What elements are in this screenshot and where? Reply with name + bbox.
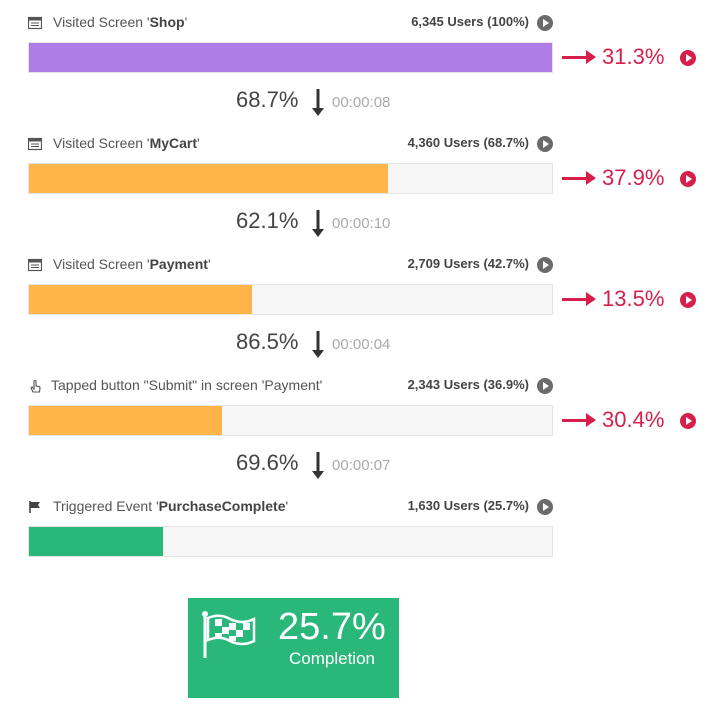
conversion-step: 86.5% 00:00:04	[236, 329, 436, 361]
step-users-count: 4,360 Users (68.7%)	[407, 135, 529, 150]
play-icon[interactable]	[537, 499, 553, 515]
funnel-bar-fill	[29, 527, 164, 556]
completion-rate: 25.7%	[278, 606, 386, 648]
completion-label: Completion	[289, 649, 375, 668]
step-header: Visited Screen 'MyCart' 4,360 Users (68.…	[28, 134, 553, 154]
dropoff-indicator: 37.9%	[562, 164, 722, 194]
checkered-flag-icon	[202, 611, 256, 658]
screen-icon	[28, 137, 42, 151]
funnel-bar[interactable]	[28, 284, 553, 315]
play-icon[interactable]	[680, 171, 696, 187]
conversion-rate: 69.6%	[236, 450, 299, 475]
conversion-step: 62.1% 00:00:10	[236, 208, 436, 240]
screen-icon	[28, 258, 42, 272]
dropoff-indicator: 31.3%	[562, 43, 722, 73]
conversion-step: 68.7% 00:00:08	[236, 87, 436, 119]
step-users-count: 2,709 Users (42.7%)	[407, 256, 529, 271]
dropoff-value[interactable]: 13.5%	[602, 286, 665, 311]
play-icon[interactable]	[537, 136, 553, 152]
funnel-bar[interactable]	[28, 526, 553, 557]
arrow-right-icon	[562, 50, 596, 64]
funnel-step-purchase-complete: Triggered Event 'PurchaseComplete' 1,630…	[0, 497, 727, 577]
step-users-count: 1,630 Users (25.7%)	[407, 498, 529, 513]
funnel-step-shop: Visited Screen 'Shop' 6,345 Users (100%)…	[0, 13, 727, 93]
funnel-bar-fill	[29, 43, 552, 72]
arrow-right-icon	[562, 171, 596, 185]
step-header: Triggered Event 'PurchaseComplete' 1,630…	[28, 497, 553, 517]
funnel-bar-fill	[29, 406, 222, 435]
screen-icon	[28, 16, 42, 30]
dropoff-indicator: 13.5%	[562, 285, 722, 315]
arrow-down-icon	[312, 331, 324, 358]
arrow-down-icon	[312, 210, 324, 237]
dropoff-value[interactable]: 31.3%	[602, 44, 665, 69]
play-icon[interactable]	[537, 257, 553, 273]
tap-hand-icon	[30, 379, 41, 393]
play-icon[interactable]	[680, 292, 696, 308]
step-label: Visited Screen 'Shop'	[53, 14, 188, 30]
conversion-step: 69.6% 00:00:07	[236, 450, 436, 482]
funnel-step-mycart: Visited Screen 'MyCart' 4,360 Users (68.…	[0, 134, 727, 214]
funnel-bar-fill	[29, 164, 389, 193]
arrow-right-icon	[562, 413, 596, 427]
funnel-bar-fill	[29, 285, 253, 314]
conversion-rate: 86.5%	[236, 329, 299, 354]
conversion-rate: 62.1%	[236, 208, 299, 233]
flag-icon	[29, 501, 40, 513]
play-icon[interactable]	[680, 50, 696, 66]
conversion-time: 00:00:08	[332, 94, 391, 111]
funnel-bar[interactable]	[28, 405, 553, 436]
dropoff-indicator: 30.4%	[562, 406, 722, 436]
funnel-step-payment: Visited Screen 'Payment' 2,709 Users (42…	[0, 255, 727, 335]
funnel-bar[interactable]	[28, 42, 553, 73]
completion-summary: 25.7% Completion	[188, 598, 399, 698]
play-icon[interactable]	[537, 378, 553, 394]
step-header: Visited Screen 'Shop' 6,345 Users (100%)	[28, 13, 553, 33]
step-label: Visited Screen 'Payment'	[53, 256, 211, 272]
conversion-time: 00:00:07	[332, 457, 391, 474]
step-users-count: 6,345 Users (100%)	[411, 14, 529, 29]
step-label: Triggered Event 'PurchaseComplete'	[53, 498, 289, 514]
arrow-right-icon	[562, 292, 596, 306]
funnel-bar[interactable]	[28, 163, 553, 194]
step-label: Visited Screen 'MyCart'	[53, 135, 200, 151]
conversion-time: 00:00:10	[332, 215, 391, 232]
play-icon[interactable]	[537, 15, 553, 31]
conversion-rate: 68.7%	[236, 87, 299, 112]
arrow-down-icon	[312, 89, 324, 116]
play-icon[interactable]	[680, 413, 696, 429]
step-label: Tapped button "Submit" in screen 'Paymen…	[51, 377, 323, 393]
step-header: Visited Screen 'Payment' 2,709 Users (42…	[28, 255, 553, 275]
dropoff-value[interactable]: 30.4%	[602, 407, 665, 432]
step-users-count: 2,343 Users (36.9%)	[407, 377, 529, 392]
funnel-step-tapped-submit: Tapped button "Submit" in screen 'Paymen…	[0, 376, 727, 456]
arrow-down-icon	[312, 452, 324, 479]
step-header: Tapped button "Submit" in screen 'Paymen…	[28, 376, 553, 396]
dropoff-value[interactable]: 37.9%	[602, 165, 665, 190]
conversion-time: 00:00:04	[332, 336, 391, 353]
